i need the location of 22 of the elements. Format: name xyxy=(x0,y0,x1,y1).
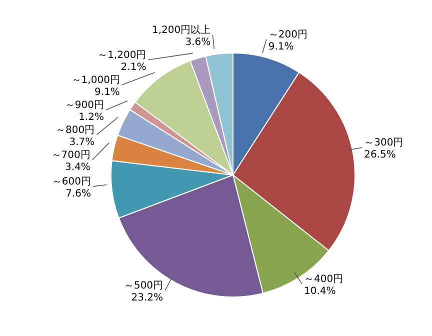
slice-label: ～400円 xyxy=(304,274,344,286)
data-label: 3.7% xyxy=(69,136,95,148)
data-label: 10.4% xyxy=(304,286,336,298)
data-label: 9.1% xyxy=(94,86,120,98)
data-label: 26.5% xyxy=(364,150,396,161)
data-label: 7.6% xyxy=(66,188,91,200)
slice-label: ～1,200円 xyxy=(98,50,146,61)
slice-label: ～1,000円 xyxy=(71,74,120,86)
data-label: 23.2% xyxy=(131,292,164,304)
slice-label: ～200円 xyxy=(268,30,308,41)
slice-label: ～800円 xyxy=(56,124,95,136)
data-label: 9.1% xyxy=(268,42,294,53)
data-label: 3.6% xyxy=(185,36,211,48)
data-label: 2.1% xyxy=(120,62,146,73)
slice-label: ～600円 xyxy=(52,176,91,188)
data-label: 1.2% xyxy=(78,112,104,123)
slice-label: ～700円 xyxy=(51,150,90,161)
slice-label: ～900円 xyxy=(64,100,104,111)
data-label: 3.4% xyxy=(64,162,90,173)
slice-label: ～500円 xyxy=(124,280,164,292)
slice-label: 1,200円以上 xyxy=(152,24,211,36)
slice-label: ～300円 xyxy=(364,138,404,149)
